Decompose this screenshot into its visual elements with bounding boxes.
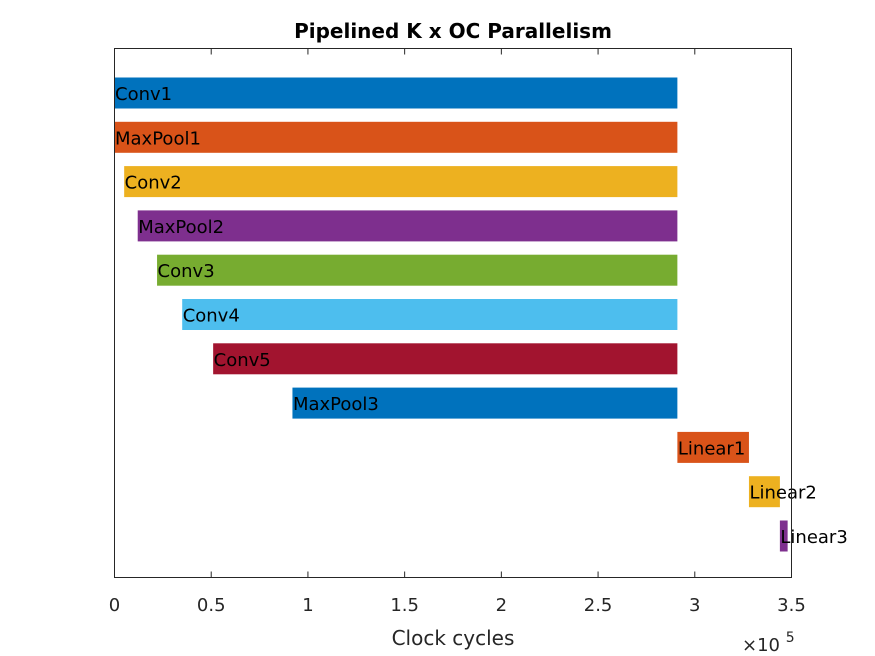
x-tick-label-3-5: 3.5: [777, 595, 806, 616]
bar-linear2: [748, 476, 780, 508]
x-tick-label-1: 1: [302, 595, 313, 616]
x-tick-label-3: 3: [689, 595, 700, 616]
bar-linear1: [677, 431, 749, 463]
bar-conv1: [114, 77, 678, 109]
x-axis-exponent: ×10 5: [742, 630, 795, 656]
bar-conv3: [157, 254, 678, 286]
bar-label-linear1: Linear1: [678, 438, 745, 459]
bar-label-conv4: Conv4: [183, 306, 240, 327]
x-tick-label-2-5: 2.5: [584, 595, 613, 616]
x-axis-exponent-base: ×10: [742, 635, 780, 656]
bar-conv2: [124, 166, 678, 198]
chart-title: Pipelined K x OC Parallelism: [294, 19, 612, 43]
x-ticks-group: 0 0.5 1 1.5 2 2.5 3 3.5: [109, 48, 806, 616]
bar-maxpool1: [114, 121, 678, 153]
bar-maxpool2: [137, 210, 678, 242]
bars-group: Conv1 MaxPool1 Conv2 MaxPool2 Conv3 Conv4 Conv…: [114, 77, 848, 552]
bar-label-conv1: Conv1: [115, 84, 172, 105]
bar-label-conv3: Conv3: [158, 261, 215, 282]
bar-label-maxpool2: MaxPool2: [138, 217, 224, 238]
x-axis-exponent-power: 5: [786, 630, 795, 646]
bar-label-linear3: Linear3: [780, 527, 847, 548]
bar-conv4: [182, 299, 678, 330]
bar-linear3: [779, 520, 788, 552]
x-tick-label-0: 0: [109, 595, 120, 616]
bar-maxpool3: [292, 387, 678, 419]
bar-conv5: [213, 343, 678, 375]
x-tick-label-1-5: 1.5: [390, 595, 419, 616]
bar-label-maxpool1: MaxPool1: [115, 128, 201, 149]
x-tick-label-2: 2: [496, 595, 507, 616]
bar-label-conv5: Conv5: [214, 350, 271, 371]
bar-label-conv2: Conv2: [125, 173, 182, 194]
x-axis-label: Clock cycles: [392, 626, 515, 650]
bar-label-linear2: Linear2: [749, 483, 816, 504]
plot-frame: [114, 48, 792, 578]
bar-label-maxpool3: MaxPool3: [293, 394, 379, 415]
x-tick-label-0-5: 0.5: [197, 595, 226, 616]
